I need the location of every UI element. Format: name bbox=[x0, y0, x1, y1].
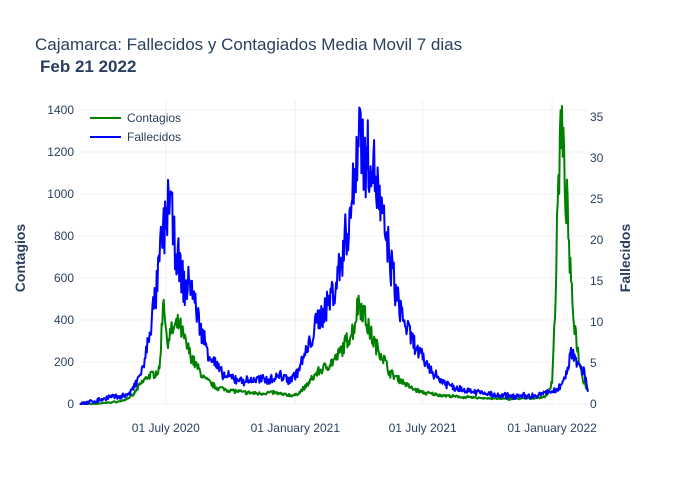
legend-label: Contagios bbox=[127, 111, 181, 125]
right-y-axis-title: Fallecidos bbox=[617, 224, 633, 293]
left-y-tick-label: 800 bbox=[54, 229, 74, 243]
right-y-tick-label: 15 bbox=[590, 274, 604, 288]
left-y-tick-label: 1400 bbox=[47, 103, 74, 117]
x-ticks: 01 July 2020 01 January 2021 01 July 2021 0… bbox=[132, 421, 597, 435]
right-y-tick-label: 20 bbox=[590, 233, 604, 247]
left-y-tick-label: 200 bbox=[54, 355, 74, 369]
right-y-tick-label: 10 bbox=[590, 315, 604, 329]
right-y-tick-label: 25 bbox=[590, 192, 604, 206]
right-y-ticks: 0 5 10 15 20 25 30 35 bbox=[590, 110, 604, 411]
right-y-tick-label: 30 bbox=[590, 151, 604, 165]
chart-title: Cajamarca: Fallecidos y Contagiados Medi… bbox=[35, 35, 462, 54]
left-y-axis-title: Contagios bbox=[12, 224, 28, 293]
legend[interactable]: Contagios Fallecidos bbox=[90, 111, 181, 144]
x-tick-label: 01 July 2020 bbox=[132, 421, 200, 435]
left-y-tick-label: 0 bbox=[67, 397, 74, 411]
left-y-tick-label: 600 bbox=[54, 271, 74, 285]
x-tick-label: 01 January 2021 bbox=[251, 421, 341, 435]
left-y-ticks: 0 200 400 600 800 1000 1200 1400 bbox=[47, 103, 74, 411]
series-layer bbox=[79, 104, 589, 405]
legend-label: Fallecidos bbox=[127, 130, 181, 144]
left-y-tick-label: 1000 bbox=[47, 187, 74, 201]
series-line-fallecidos bbox=[79, 106, 589, 405]
legend-item-contagios[interactable]: Contagios bbox=[90, 111, 181, 125]
left-y-tick-label: 1200 bbox=[47, 145, 74, 159]
chart-subtitle: Feb 21 2022 bbox=[40, 57, 136, 76]
right-y-tick-label: 35 bbox=[590, 110, 604, 124]
x-tick-label: 01 January 2022 bbox=[507, 421, 597, 435]
right-y-tick-label: 5 bbox=[590, 356, 597, 370]
series-line-contagios bbox=[79, 104, 589, 405]
x-tick-label: 01 July 2021 bbox=[389, 421, 457, 435]
legend-item-fallecidos[interactable]: Fallecidos bbox=[90, 130, 181, 144]
right-y-tick-label: 0 bbox=[590, 397, 597, 411]
left-y-tick-label: 400 bbox=[54, 313, 74, 327]
